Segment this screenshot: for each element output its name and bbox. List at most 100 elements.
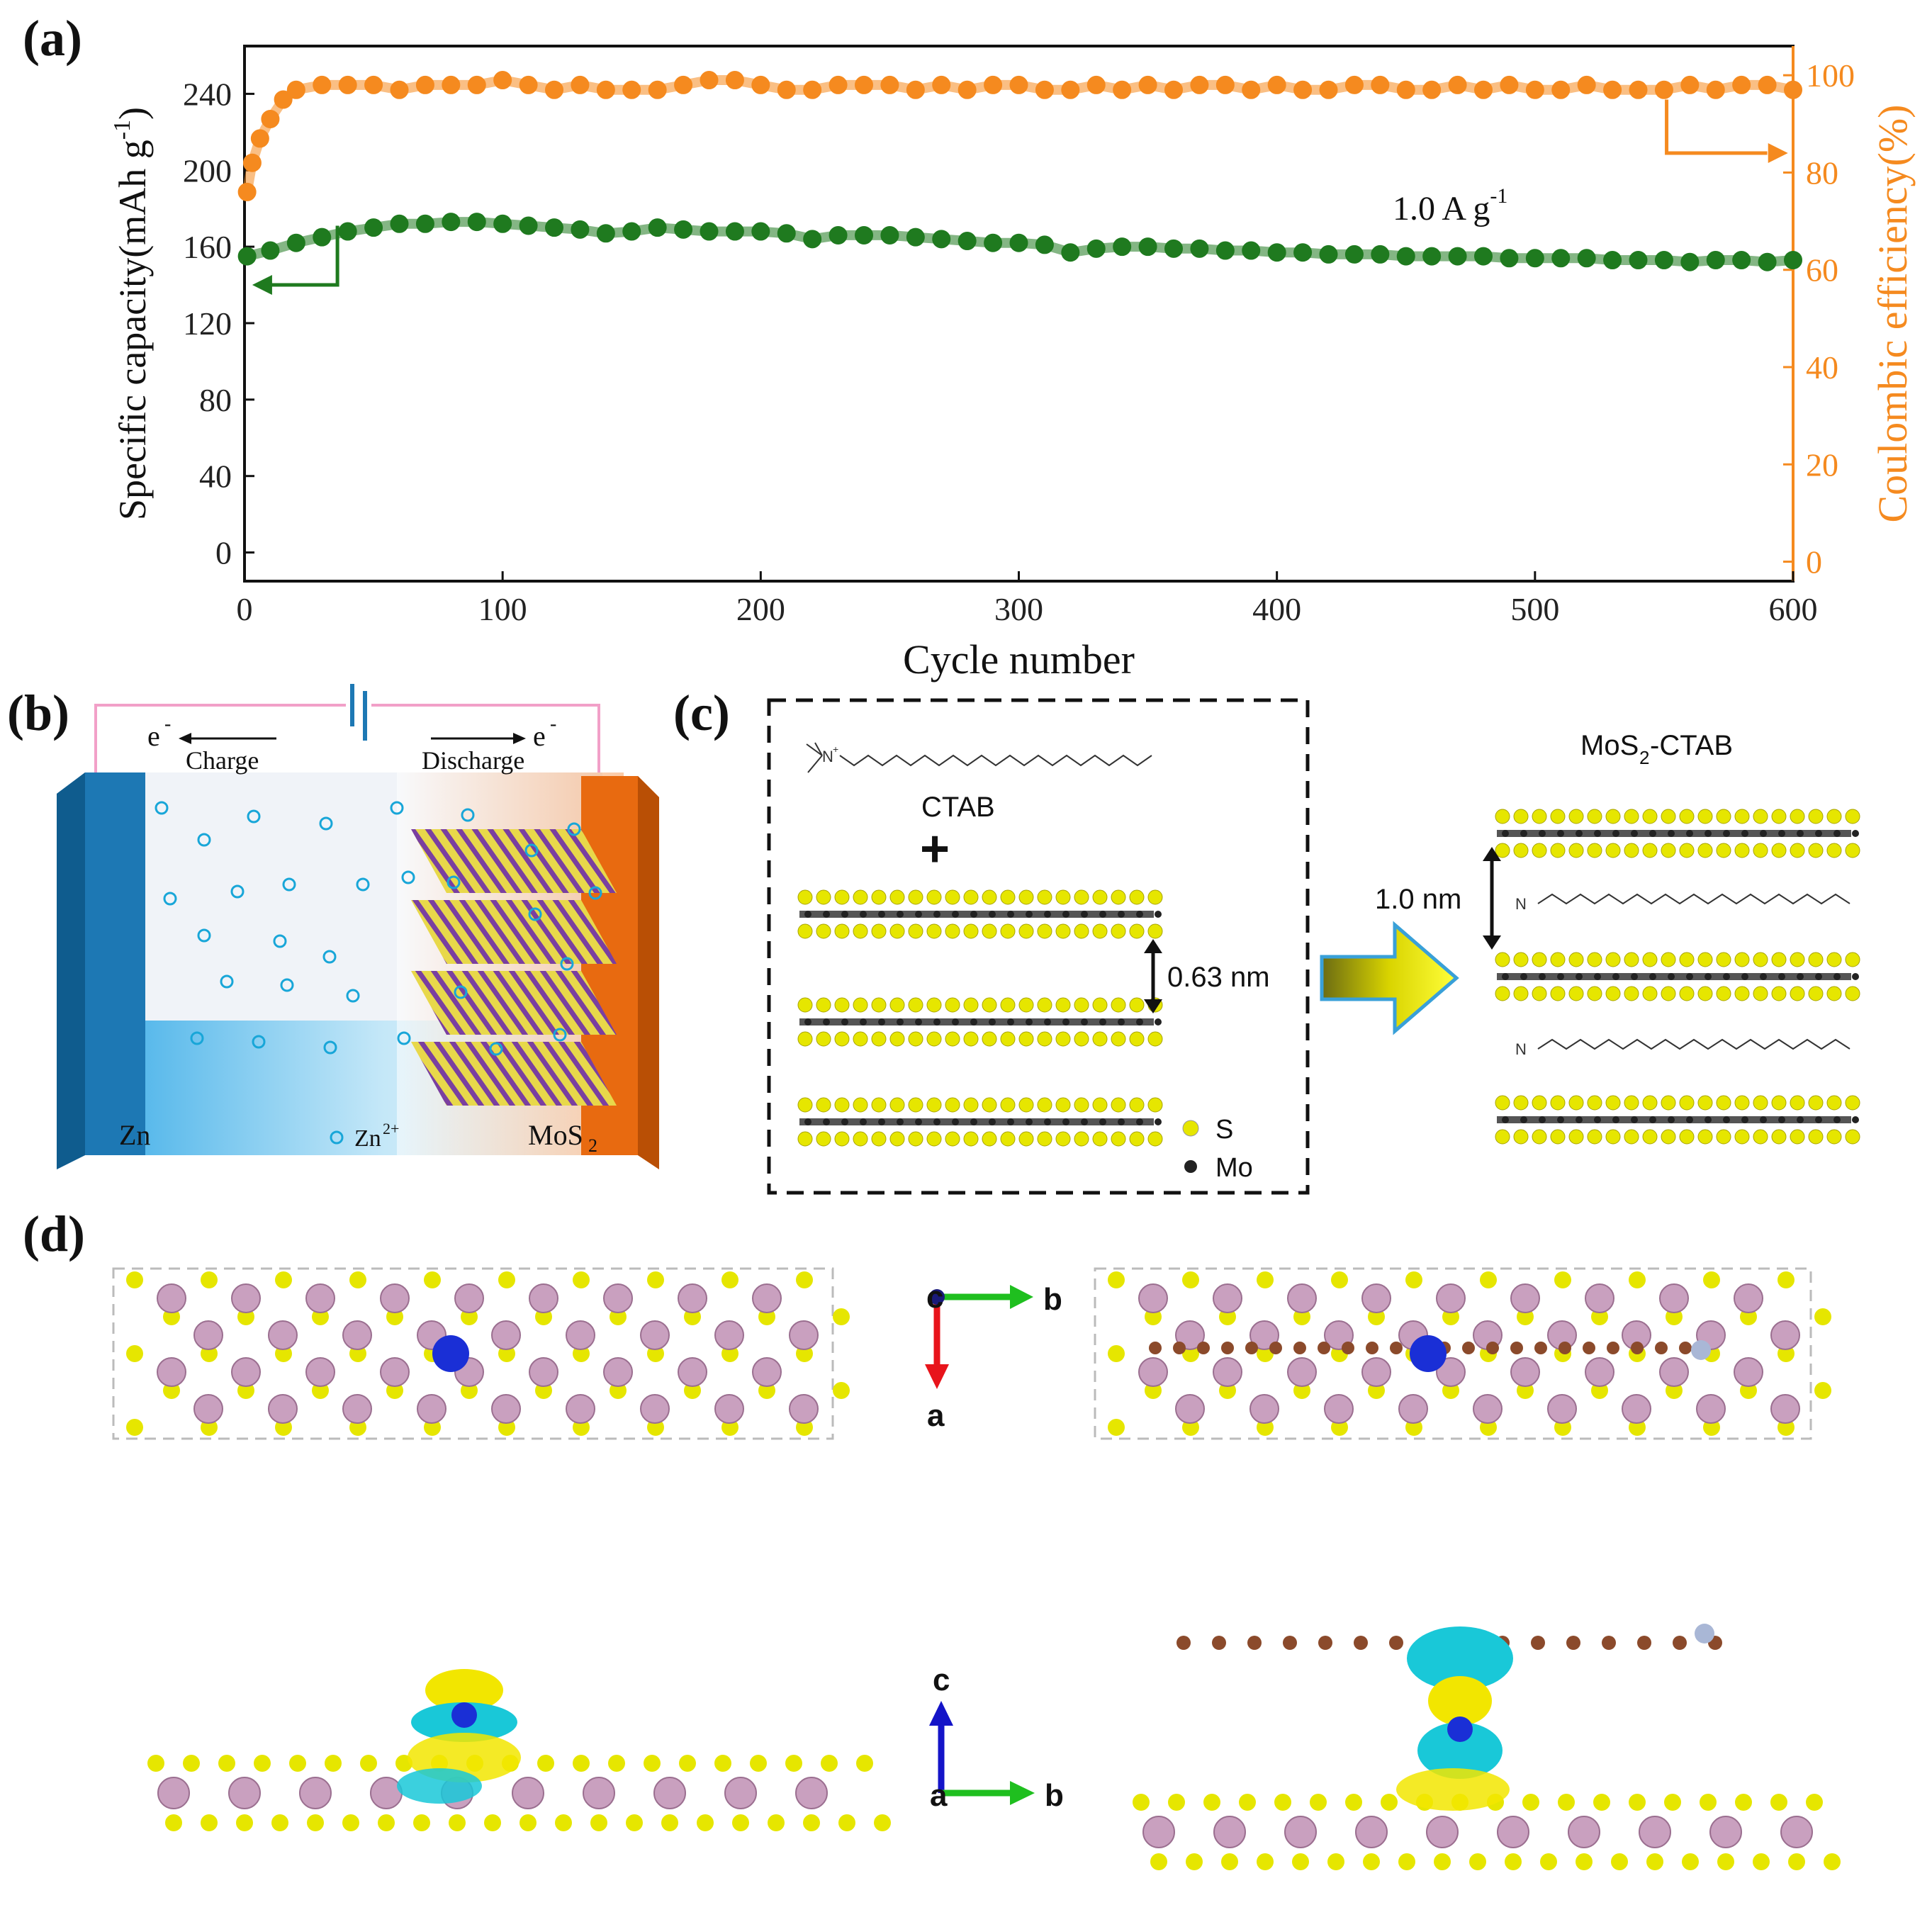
zn-ion — [489, 1042, 503, 1056]
s-atom — [484, 1814, 501, 1831]
intercalated-layers — [1495, 809, 1860, 1145]
c-atom — [1637, 1636, 1651, 1650]
mo-atom — [795, 1777, 828, 1809]
charge-density-yellow — [1428, 1676, 1492, 1726]
capacity-point — [1758, 252, 1777, 271]
charge-density-yellow — [425, 1669, 503, 1712]
s-atom — [1074, 1031, 1089, 1047]
s-atom — [254, 1755, 271, 1772]
efficiency-point — [648, 80, 667, 99]
mo-atom — [952, 1018, 959, 1025]
capacity-point — [596, 224, 615, 243]
mo-atom — [1007, 911, 1014, 918]
efficiency-point — [415, 75, 434, 94]
axis-c-bottom: c — [933, 1663, 950, 1697]
s-atom — [1826, 809, 1842, 824]
s-atom — [1550, 843, 1566, 858]
s-atom — [1777, 1271, 1795, 1288]
capacity-point — [1138, 237, 1157, 257]
ion-label: Zn — [354, 1125, 381, 1152]
s-atom — [871, 923, 887, 939]
s-atom — [1147, 1131, 1163, 1147]
s-atom — [1624, 986, 1639, 1001]
mo-atom — [380, 1357, 410, 1387]
mos2-sheet — [797, 1097, 1163, 1147]
capacity-point — [313, 227, 332, 247]
mo-atom — [1249, 1394, 1279, 1424]
s-atom — [1037, 1031, 1052, 1047]
capacity-point — [1706, 251, 1725, 269]
efficiency-point — [1603, 80, 1622, 99]
capacity-point — [906, 227, 925, 247]
s-atom — [853, 923, 868, 939]
mo-atom — [1797, 973, 1804, 980]
y-left-tick-label: 120 — [183, 305, 232, 342]
mo-atom — [1622, 1394, 1651, 1424]
capacity-point — [390, 214, 409, 233]
ammonium-n: N — [1515, 895, 1527, 913]
s-atom — [853, 1097, 868, 1113]
zn-ion — [155, 801, 169, 815]
mo-atom — [789, 1320, 819, 1350]
s-atom — [1147, 1097, 1163, 1113]
s-atom — [1771, 1129, 1787, 1145]
mo-atom — [1576, 830, 1583, 837]
s-atom — [1771, 952, 1787, 967]
x-tick-label: 200 — [736, 591, 785, 627]
s-atom — [1845, 843, 1860, 858]
s-atom — [378, 1814, 395, 1831]
capacity-point — [1474, 247, 1493, 266]
capacity-point — [1525, 249, 1544, 268]
capacity-point — [1732, 251, 1751, 269]
mo-atom — [1026, 1118, 1033, 1125]
s-atom — [1568, 809, 1584, 824]
capacity-axis-arrowhead — [252, 275, 272, 296]
s-atom — [1186, 1853, 1203, 1870]
s-atom — [1129, 889, 1145, 905]
mo-atom — [1287, 1283, 1317, 1313]
mo-atom — [933, 1018, 940, 1025]
capacity-point — [1009, 233, 1028, 252]
s-atom — [1826, 952, 1842, 967]
efficiency-point — [1706, 80, 1725, 99]
s-atom — [1587, 809, 1602, 824]
electron-right: e — [533, 720, 546, 752]
zn-ion — [247, 809, 261, 824]
mo-atom — [380, 1283, 410, 1313]
c-atom — [1149, 1342, 1162, 1354]
mo-atom — [1741, 973, 1748, 980]
y-right-tick-label: 0 — [1806, 544, 1822, 580]
mo-atom — [915, 1018, 922, 1025]
s-atom — [1661, 843, 1676, 858]
c-atom — [1607, 1342, 1619, 1354]
s-atom — [963, 997, 979, 1013]
s-atom — [1074, 923, 1089, 939]
efficiency-point — [1344, 75, 1364, 94]
s-atom — [1522, 1794, 1539, 1811]
mo-atom — [231, 1283, 261, 1313]
c-atom — [1293, 1342, 1306, 1354]
capacity-point — [467, 213, 486, 232]
s-atom — [797, 889, 813, 905]
panel-a: (a) 0 100 200 300 400 500 60004080120160200240… — [23, 10, 1916, 682]
zn-ion — [401, 870, 415, 884]
c-atom — [1531, 1636, 1545, 1650]
capacity-point — [338, 222, 357, 241]
c-atom — [1631, 1342, 1644, 1354]
s-atom — [1734, 986, 1750, 1001]
s-atom — [1480, 1271, 1497, 1288]
mo-atom — [1815, 1116, 1822, 1123]
s-atom — [871, 997, 887, 1013]
mo-atom — [1436, 1357, 1466, 1387]
capacity-point — [725, 222, 744, 241]
s-atom — [874, 1814, 891, 1831]
s-atom — [1568, 986, 1584, 1001]
capacity-point — [855, 225, 873, 245]
s-atom — [1753, 1853, 1770, 1870]
mo-atom — [1576, 973, 1583, 980]
capacity-point — [415, 214, 434, 233]
s-atom — [1129, 1131, 1145, 1147]
s-atom — [1405, 1271, 1422, 1288]
discharge-arrowhead — [513, 733, 526, 744]
mo-atom — [1044, 1018, 1051, 1025]
